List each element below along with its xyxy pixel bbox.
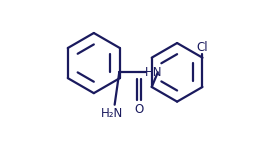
Text: H₂N: H₂N: [101, 108, 123, 120]
Text: HN: HN: [144, 66, 162, 79]
Text: O: O: [135, 103, 144, 116]
Text: Cl: Cl: [197, 41, 208, 54]
